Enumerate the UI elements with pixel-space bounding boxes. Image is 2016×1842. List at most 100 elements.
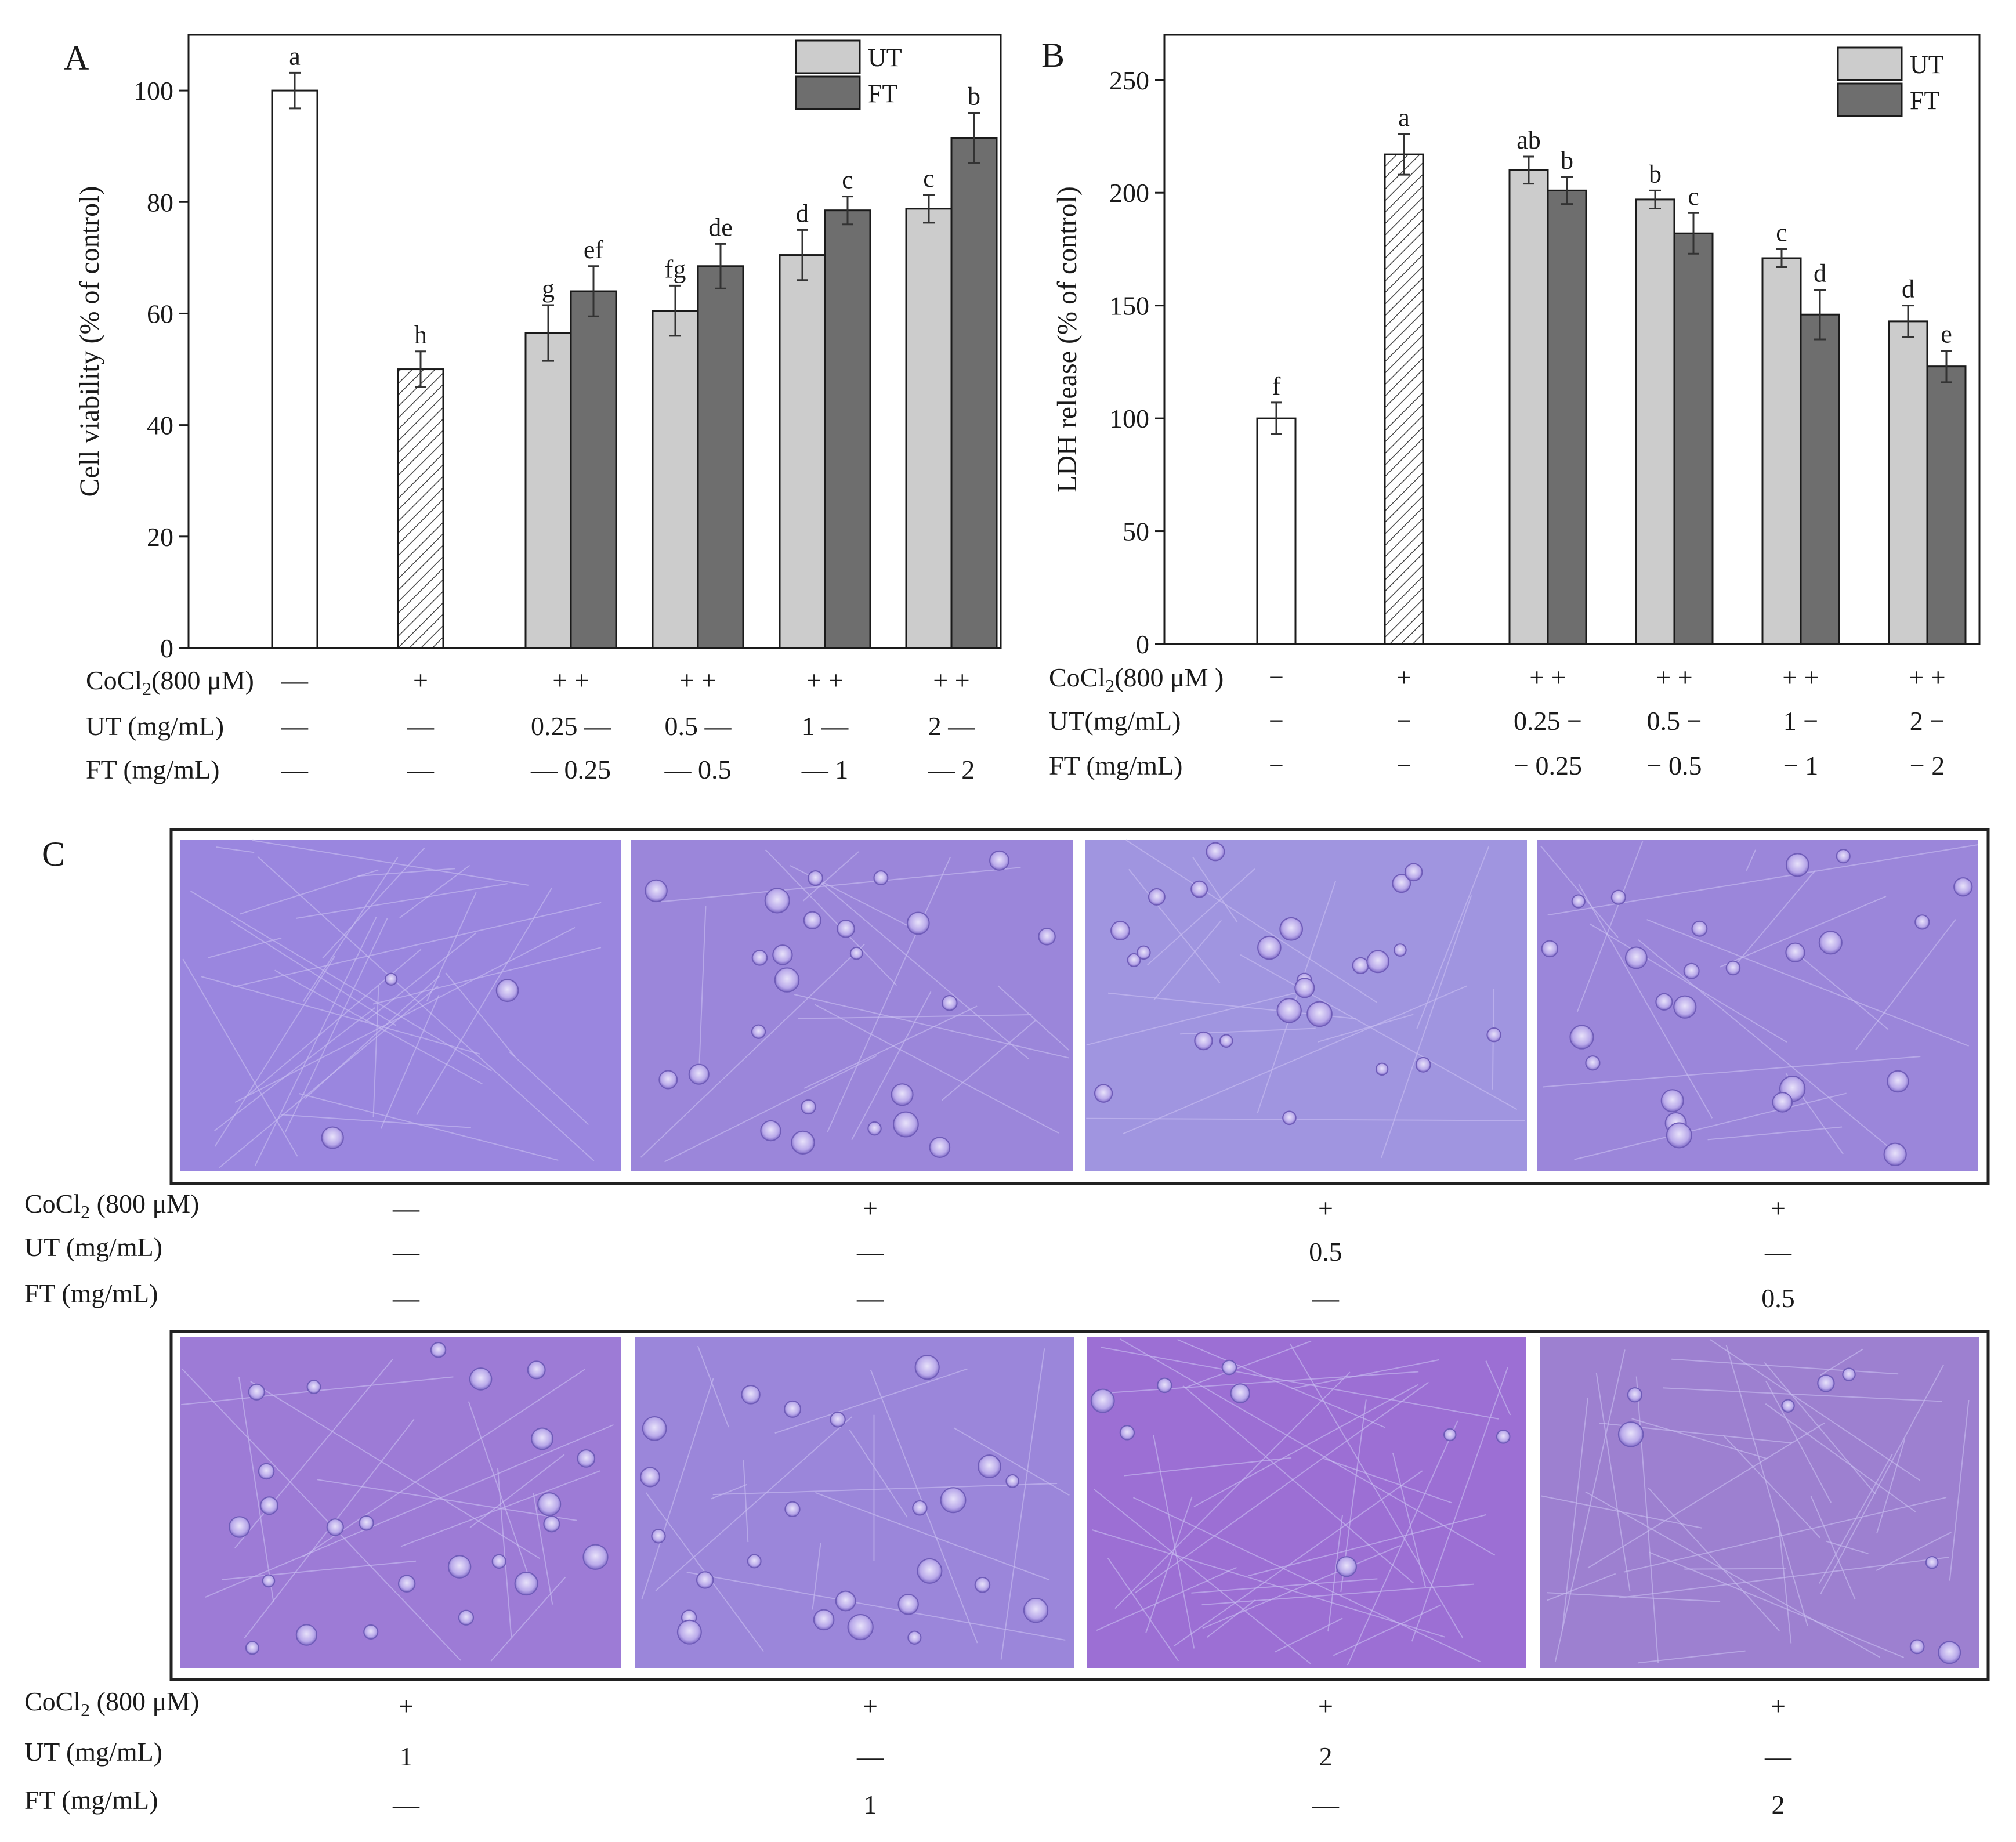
condition-ut: — — [856, 1742, 884, 1771]
cell-body — [847, 1613, 874, 1641]
neurite — [254, 917, 377, 1167]
neurite — [469, 1454, 565, 1528]
condition-ft: — — [392, 1283, 420, 1313]
condition-ut: 1 — — [802, 711, 849, 741]
neurite — [1318, 1014, 1414, 1043]
chart-panel-a: A 0 20 40 60 80 100 Cell viability (% of contro… — [64, 34, 1002, 784]
legend-swatch-ut — [795, 39, 861, 74]
cell-body — [912, 1500, 928, 1516]
bar-cocl2 — [1384, 153, 1424, 645]
neurite — [697, 1345, 729, 1428]
neurite — [711, 1483, 748, 1500]
neurite — [1720, 896, 1887, 968]
neurite — [1631, 1418, 1768, 1460]
neurite — [686, 1572, 1066, 1641]
neurite — [1876, 1439, 1906, 1534]
cell-body — [784, 1400, 802, 1418]
cell-body — [642, 1416, 667, 1441]
condition-ft: — — [856, 1283, 884, 1313]
neurite — [1778, 1520, 1792, 1644]
cell-body — [1366, 950, 1390, 974]
cell-body — [940, 1487, 967, 1514]
cell-body — [1772, 1092, 1793, 1113]
cell-body — [1725, 960, 1741, 976]
neurite — [1119, 1338, 1496, 1556]
neurite — [1323, 1457, 1452, 1504]
neurite — [1114, 1371, 1351, 1609]
neurite — [1153, 920, 1222, 1000]
cell-body — [808, 870, 824, 886]
condition-ut: 2 — — [928, 711, 976, 741]
neurite — [1765, 1380, 1832, 1503]
condition-cocl2: + + — [679, 665, 716, 695]
cell-body — [772, 944, 793, 965]
neurite — [1820, 1365, 1944, 1595]
neurite — [1635, 1376, 1659, 1663]
condition-ft: − — [1396, 751, 1411, 780]
y-tick-label: 60 — [147, 299, 173, 328]
neurite — [1649, 1551, 1905, 1658]
cell-body — [1486, 1027, 1501, 1043]
condition-ft: — — [1312, 1790, 1340, 1819]
neurite — [1949, 1399, 1970, 1581]
condition-ut: 2 − — [1910, 706, 1945, 736]
condition-ft: — — [1312, 1283, 1340, 1313]
neurite — [233, 902, 602, 988]
y-tick-label: 20 — [147, 522, 173, 552]
bar-ft — [1800, 313, 1840, 645]
cell-body — [1276, 998, 1302, 1023]
cell-body — [835, 1590, 856, 1612]
y-tick-label: 200 — [1109, 178, 1149, 208]
neurite — [1289, 1343, 1464, 1638]
condition-ft: — 0.25 — [530, 755, 611, 784]
bar-ut — [1635, 198, 1675, 645]
cell-body — [359, 1515, 374, 1531]
row-label-ft: FT (mg/mL) — [24, 1279, 158, 1308]
cell-body — [1404, 863, 1423, 882]
micrograph-background — [631, 840, 1073, 1171]
cell-body — [582, 1544, 609, 1570]
neurite — [357, 868, 455, 877]
condition-ut: — — [392, 1237, 420, 1266]
neurite — [1585, 1491, 1881, 1658]
neurite — [1578, 884, 1713, 1119]
condition-cocl2: + — [1318, 1691, 1333, 1721]
cell-body — [696, 1571, 714, 1589]
cell-body — [537, 1492, 562, 1517]
neurite — [299, 1093, 559, 1161]
bar-ft — [570, 290, 617, 649]
condition-ut: 1 — [400, 1742, 413, 1771]
neurite — [380, 994, 440, 1129]
bar-ut — [905, 208, 953, 649]
neurite — [364, 932, 477, 1023]
neurite — [1132, 1497, 1481, 1663]
neurite — [1240, 954, 1518, 1110]
cell-body — [258, 1463, 275, 1480]
neurite — [1855, 919, 1956, 1050]
neurite — [234, 1359, 393, 1548]
neurite — [1333, 1604, 1442, 1656]
row-label-ft: FT (mg/mL) — [86, 755, 219, 784]
cell-body — [1660, 1089, 1684, 1113]
y-axis-title: LDH release (% of control) — [1052, 186, 1083, 493]
neurite — [1411, 1367, 1508, 1642]
condition-cocl2: + — [413, 665, 428, 695]
significance-letter: a — [289, 42, 301, 70]
cell-body — [1909, 1639, 1925, 1655]
condition-ft: — — [281, 755, 309, 784]
neurite — [1825, 1540, 1869, 1554]
neurite — [1086, 991, 1301, 1046]
cell-body — [1257, 935, 1282, 960]
micrograph-image — [1537, 840, 1978, 1171]
cell-body — [469, 1367, 493, 1391]
condition-cocl2: + + — [933, 665, 969, 695]
neurite — [1123, 985, 1467, 1135]
cell-body — [260, 1496, 278, 1515]
condition-ft: 1 — [864, 1790, 877, 1819]
chart-panel-b: B 0 50 100 150 200 250 LDH release (% of contro… — [1041, 34, 1981, 780]
condition-cocl2: — — [281, 665, 309, 695]
neurite — [1124, 1457, 1292, 1477]
neurite — [641, 1378, 714, 1599]
bar-ut — [1508, 169, 1549, 645]
